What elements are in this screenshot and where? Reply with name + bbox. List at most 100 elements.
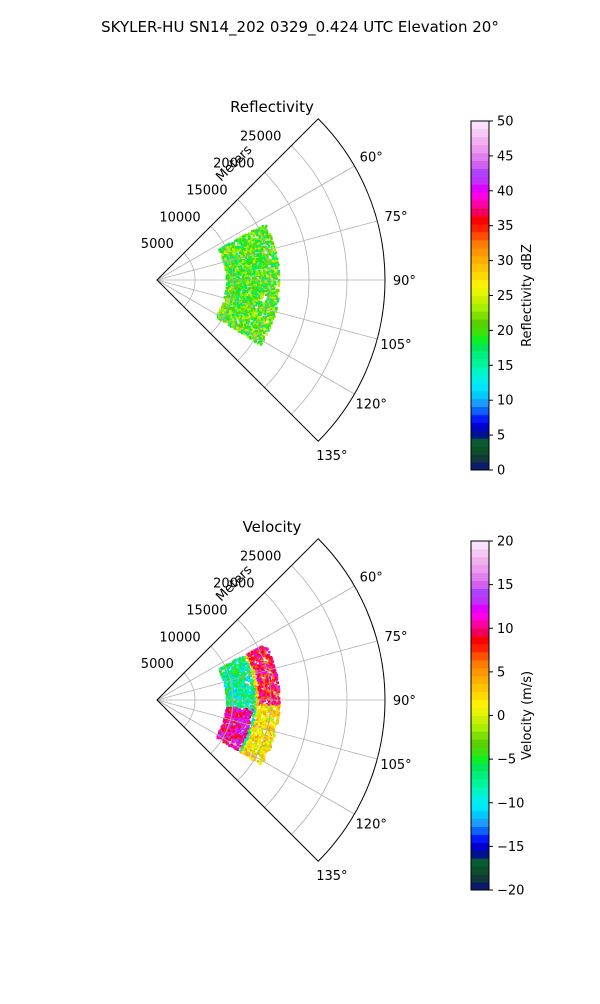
data-pixel (251, 318, 253, 320)
data-pixel (247, 308, 249, 310)
data-pixel (266, 745, 268, 747)
data-pixel (266, 333, 268, 335)
data-pixel (242, 238, 244, 240)
data-pixel (239, 657, 241, 659)
colorbar-swatch (471, 462, 489, 470)
data-pixel (250, 248, 252, 250)
reflectivity-title: Reflectivity (230, 98, 314, 116)
data-pixel (239, 288, 241, 290)
data-pixel (240, 705, 242, 707)
data-pixel (227, 246, 229, 248)
data-pixel (262, 327, 264, 329)
data-pixel (265, 266, 267, 268)
data-pixel (265, 303, 267, 305)
data-pixel (248, 240, 250, 242)
data-pixel (256, 319, 258, 321)
data-pixel (275, 308, 277, 310)
data-pixel (263, 290, 265, 292)
data-pixel (266, 741, 268, 743)
data-pixel (232, 250, 234, 252)
data-pixel (234, 314, 236, 316)
data-pixel (267, 654, 269, 656)
data-pixel (277, 283, 279, 285)
data-pixel (255, 261, 257, 263)
data-pixel (238, 324, 240, 326)
data-pixel (277, 300, 279, 302)
data-pixel (222, 303, 224, 305)
data-pixel (231, 729, 233, 731)
data-pixel (253, 707, 255, 709)
colorbar-swatch (471, 335, 489, 343)
colorbar-swatch (471, 177, 489, 185)
data-pixel (224, 309, 226, 311)
data-pixel (245, 290, 247, 292)
data-pixel (245, 277, 247, 279)
data-pixel (247, 262, 249, 264)
data-pixel (235, 287, 237, 289)
data-pixel (268, 651, 270, 653)
colorbar-tick-label: 15 (497, 359, 514, 374)
data-pixel (252, 258, 254, 260)
data-pixel (247, 336, 249, 338)
data-pixel (256, 229, 258, 231)
data-pixel (233, 287, 235, 289)
data-pixel (274, 285, 276, 287)
data-pixel (278, 285, 280, 287)
velocity-title: Velocity (243, 518, 302, 536)
data-pixel (251, 322, 253, 324)
data-pixel (260, 309, 262, 311)
colorbar-tick-label: 40 (497, 184, 514, 199)
colorbar-tick-label: 45 (497, 149, 514, 164)
colorbar-swatch (471, 367, 489, 375)
data-pixel (244, 678, 246, 680)
data-pixel (234, 297, 236, 299)
data-pixel (243, 701, 245, 703)
data-pixel (266, 298, 268, 300)
azimuth-tick-label: 135° (316, 449, 347, 464)
colorbar-tick-label: 10 (497, 394, 514, 409)
data-pixel (255, 280, 257, 282)
data-pixel (263, 284, 265, 286)
data-pixel (268, 245, 270, 247)
data-pixel (247, 737, 249, 739)
data-pixel (251, 746, 253, 748)
data-pixel (239, 662, 241, 664)
azimuth-tick-label: 120° (356, 398, 387, 413)
data-pixel (252, 278, 254, 280)
data-pixel (268, 253, 270, 255)
data-pixel (242, 292, 244, 294)
data-pixel (268, 281, 270, 283)
data-pixel (245, 746, 247, 748)
data-pixel (252, 670, 254, 672)
colorbar-swatch (471, 208, 489, 216)
data-pixel (263, 269, 265, 271)
data-pixel (271, 255, 273, 257)
data-pixel (252, 312, 254, 314)
data-pixel (241, 308, 243, 310)
data-pixel (245, 287, 247, 289)
data-pixel (276, 262, 278, 264)
data-pixel (229, 245, 231, 247)
data-pixel (222, 256, 224, 258)
data-pixel (273, 277, 275, 279)
data-pixel (272, 680, 274, 682)
colorbar-swatch (471, 430, 489, 438)
colorbar-swatch (471, 184, 489, 192)
data-pixel (256, 255, 258, 257)
data-pixel (267, 329, 269, 331)
data-pixel (237, 282, 239, 284)
data-pixel (245, 713, 247, 715)
data-pixel (265, 254, 267, 256)
data-pixel (240, 321, 242, 323)
data-pixel (245, 257, 247, 259)
data-pixel (235, 321, 237, 323)
data-pixel (238, 306, 240, 308)
data-pixel (232, 316, 234, 318)
data-pixel (236, 239, 238, 241)
data-pixel (258, 291, 260, 293)
data-pixel (272, 242, 274, 244)
data-pixel (237, 246, 239, 248)
data-pixel (263, 755, 265, 757)
data-pixel (258, 247, 260, 249)
